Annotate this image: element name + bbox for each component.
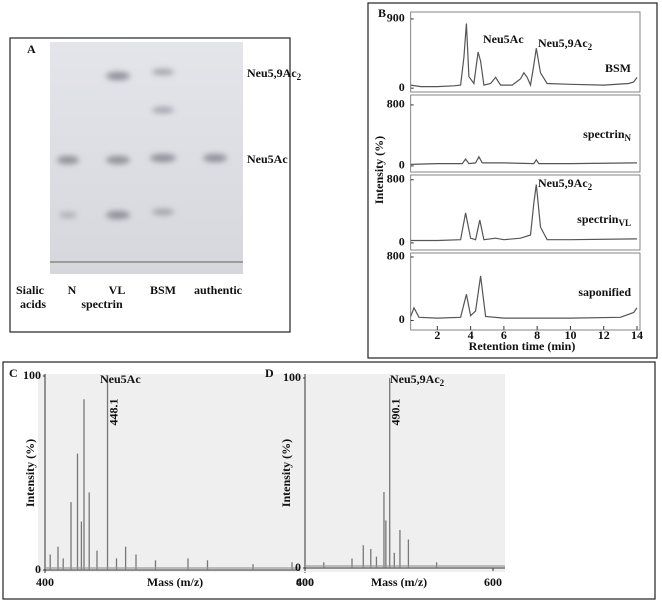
x-tick-label: 2: [434, 328, 440, 342]
y-tick-label: 0: [295, 560, 301, 574]
peak-annotation-main: Neu5,9Ac: [538, 176, 588, 190]
group-label: spectrin: [81, 297, 123, 311]
spot: [150, 154, 176, 162]
band-label-sub: 2: [297, 72, 302, 82]
peak-label: 448.1: [106, 399, 120, 426]
trace-label-main: BSM: [605, 61, 631, 75]
peak-annotation: Neu5,9Ac2: [538, 36, 593, 52]
trace-label-main: saponified: [578, 285, 631, 299]
spot: [106, 211, 130, 219]
y-tick-label: 800: [387, 249, 405, 263]
subplot-frame: [410, 252, 641, 331]
band-label-main: Neu5Ac: [247, 152, 288, 166]
peak-annotation-main: Neu5Ac: [100, 372, 141, 386]
peak-annotation: Neu5Ac: [100, 372, 141, 386]
peak-annotation-sub: 2: [440, 378, 445, 388]
row-label: acids: [20, 297, 46, 311]
spot: [203, 154, 227, 162]
trace-label-sub: N: [625, 133, 632, 143]
y-tick-label: 900: [387, 11, 405, 25]
spot: [106, 156, 130, 164]
trace-label-main: spectrin: [583, 127, 625, 141]
y-tick-label: 0: [399, 235, 405, 249]
band-label: Neu5Ac: [247, 152, 288, 166]
trace-label: BSM: [605, 61, 631, 75]
lane-label: N: [68, 283, 77, 297]
peak-annotation: Neu5,9Ac2: [538, 176, 593, 192]
spot: [57, 156, 79, 164]
chromatogram: [410, 184, 638, 242]
x-axis-label: Retention time (min): [469, 339, 576, 353]
panel-a-frame: [9, 37, 291, 333]
plot-area: [38, 374, 320, 572]
panel-letter: C: [9, 366, 18, 380]
x-tick-label: 6: [501, 328, 507, 342]
lane-label: BSM: [150, 283, 176, 297]
peak-annotation: Neu5Ac: [483, 32, 524, 46]
y-axis-label: Intensity (%): [372, 136, 386, 204]
y-tick-label: 0: [399, 80, 405, 94]
y-axis-label: Intensity (%): [279, 439, 293, 507]
subplot-frame: [410, 174, 641, 251]
spot: [152, 209, 174, 215]
y-tick-label: 100: [23, 368, 41, 382]
panel-cd-frame: [2, 361, 656, 600]
chromatogram: [410, 275, 638, 319]
y-tick-label: 0: [399, 158, 405, 172]
row-label: Sialic: [16, 283, 45, 297]
panel-b-frame: [367, 2, 658, 359]
x-tick-label: 8: [534, 328, 540, 342]
x-tick-label: 12: [598, 328, 610, 342]
y-tick-label: 0: [399, 312, 405, 326]
x-tick-label: 600: [296, 575, 314, 589]
chromatogram: [410, 155, 638, 165]
spot: [59, 212, 77, 218]
band-label-main: Neu5,9Ac: [247, 66, 297, 80]
y-axis-label: Intensity (%): [23, 439, 37, 507]
x-axis-label: Mass (m/z): [371, 575, 427, 589]
subplot-frame: [410, 94, 641, 173]
lane-label: VL: [109, 283, 126, 297]
band-label: Neu5,9Ac2: [247, 66, 302, 82]
trace-label: spectrinN: [583, 127, 631, 143]
y-tick-label: 0: [35, 562, 41, 576]
y-tick-label: 800: [387, 97, 405, 111]
peak-annotation-main: Neu5,9Ac: [390, 372, 440, 386]
trace-label: saponified: [578, 285, 631, 299]
tlc-spots: [57, 69, 227, 219]
trace-label-main: spectrin: [577, 212, 619, 226]
spot: [152, 69, 174, 75]
peak-annotation: Neu5,9Ac2: [390, 372, 445, 388]
y-tick-label: 100: [283, 370, 301, 384]
panel-letter: D: [265, 366, 274, 380]
x-tick-label: 400: [36, 575, 54, 589]
x-tick-label: 4: [468, 328, 474, 342]
spot: [152, 107, 174, 113]
panel-letter: B: [378, 6, 386, 20]
peak-annotation-main: Neu5Ac: [483, 32, 524, 46]
x-tick-label: 600: [484, 575, 502, 589]
x-tick-label: 14: [631, 328, 643, 342]
x-tick-label: 10: [564, 328, 576, 342]
lane-label: authentic: [194, 283, 243, 297]
y-tick-label: 800: [387, 171, 405, 185]
plot-area: [300, 374, 505, 572]
chromatogram: [410, 23, 638, 88]
peak-annotation-sub: 2: [588, 42, 593, 52]
peak-annotation-sub: 2: [588, 182, 593, 192]
trace-label: spectrinVL: [577, 212, 631, 228]
x-tick-label: 400: [296, 575, 314, 589]
trace-label-sub: VL: [618, 218, 631, 228]
subplot-frame: [410, 11, 641, 93]
panel-letter: A: [27, 42, 36, 56]
peak-label: 490.1: [388, 399, 402, 426]
spot: [106, 72, 130, 80]
x-axis-label: Mass (m/z): [147, 575, 203, 589]
peak-annotation-main: Neu5,9Ac: [538, 36, 588, 50]
